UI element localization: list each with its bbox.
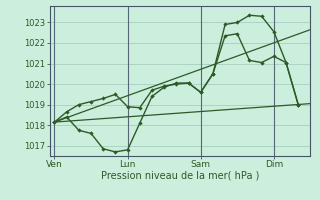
X-axis label: Pression niveau de la mer( hPa ): Pression niveau de la mer( hPa ) (101, 171, 259, 181)
